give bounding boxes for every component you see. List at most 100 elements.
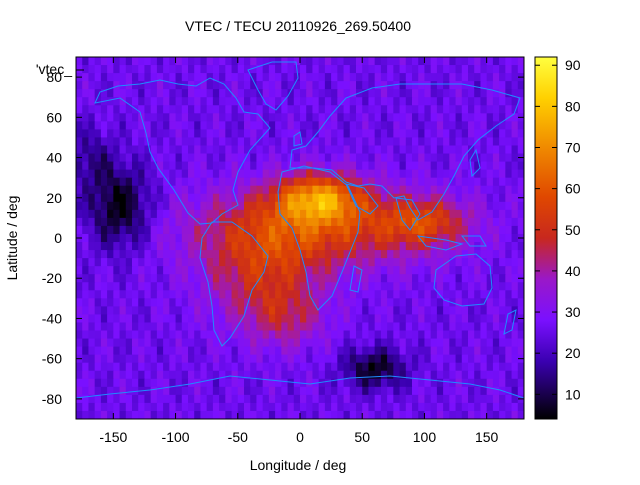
- heatmap-cell: [380, 105, 388, 114]
- heatmap-cell: [113, 394, 121, 404]
- heatmap-cell: [349, 137, 357, 147]
- heatmap-cell: [169, 161, 177, 171]
- heatmap-cell: [343, 225, 351, 235]
- colorbar-tick-label: 50: [565, 222, 581, 238]
- heatmap-cell: [424, 306, 432, 316]
- heatmap-cell: [387, 113, 394, 122]
- heatmap-cell: [125, 113, 133, 122]
- heatmap-cell: [461, 193, 469, 203]
- heatmap-cell: [380, 322, 388, 332]
- heatmap-cell: [387, 185, 394, 195]
- heatmap-cell: [138, 322, 146, 332]
- heatmap-cell: [505, 274, 513, 283]
- heatmap-cell: [436, 378, 444, 388]
- heatmap-cell: [144, 354, 152, 364]
- heatmap-cell: [281, 410, 289, 419]
- heatmap-cell: [119, 89, 127, 98]
- heatmap-cell: [181, 233, 189, 243]
- heatmap-cell: [449, 354, 457, 364]
- heatmap-cell: [318, 161, 326, 171]
- heatmap-cell: [88, 346, 96, 356]
- heatmap-cell: [480, 161, 488, 171]
- heatmap-cell: [374, 225, 382, 235]
- heatmap-cell: [380, 266, 388, 275]
- heatmap-cell: [499, 153, 506, 163]
- heatmap-cell: [169, 258, 177, 267]
- heatmap-cell: [505, 250, 513, 259]
- heatmap-cell: [343, 65, 351, 74]
- heatmap-cell: [281, 282, 289, 291]
- heatmap-cell: [138, 137, 146, 147]
- heatmap-cell: [492, 338, 500, 348]
- heatmap-cell: [349, 306, 357, 316]
- heatmap-cell: [374, 105, 382, 114]
- heatmap-cell: [424, 322, 432, 332]
- heatmap-cell: [132, 394, 139, 404]
- heatmap-cell: [237, 386, 245, 396]
- heatmap-cell: [188, 338, 195, 348]
- heatmap-cell: [268, 346, 276, 356]
- heatmap-cell: [418, 314, 426, 324]
- heatmap-cell: [337, 282, 345, 291]
- heatmap-cell: [499, 314, 506, 324]
- heatmap-cell: [275, 306, 282, 316]
- heatmap-cell: [219, 346, 226, 356]
- heatmap-cell: [399, 153, 407, 163]
- heatmap-cell: [144, 209, 152, 219]
- heatmap-cell: [119, 145, 127, 155]
- heatmap-cell: [200, 370, 208, 380]
- coastline-india: [395, 197, 421, 231]
- heatmap-cell: [181, 298, 189, 307]
- heatmap-cell: [231, 81, 239, 90]
- heatmap-cell: [393, 386, 401, 396]
- heatmap-cell: [76, 217, 83, 227]
- heatmap-cell: [499, 73, 506, 82]
- heatmap-cell: [480, 201, 488, 211]
- heatmap-cell: [393, 65, 401, 74]
- heatmap-cell: [100, 362, 108, 372]
- heatmap-cell: [331, 65, 338, 74]
- heatmap-cell: [331, 346, 338, 356]
- heatmap-cell: [100, 89, 108, 98]
- heatmap-cell: [163, 314, 170, 324]
- heatmap-cell: [225, 258, 233, 267]
- heatmap-cell: [480, 274, 488, 283]
- heatmap-cell: [94, 370, 102, 380]
- heatmap-cell: [368, 81, 376, 90]
- heatmap-cell: [275, 298, 282, 307]
- heatmap-cell: [511, 73, 519, 82]
- heatmap-cell: [480, 402, 488, 412]
- heatmap-cell: [144, 65, 152, 74]
- heatmap-cell: [262, 193, 270, 203]
- heatmap-cell: [100, 81, 108, 90]
- heatmap-cell: [505, 97, 513, 106]
- heatmap-cell: [374, 121, 382, 130]
- heatmap-cell: [362, 121, 370, 130]
- heatmap-cell: [492, 394, 500, 404]
- heatmap-cell: [492, 386, 500, 396]
- heatmap-cell: [219, 322, 226, 332]
- heatmap-cell: [256, 298, 264, 307]
- heatmap-cell: [474, 330, 482, 340]
- heatmap-cell: [94, 153, 102, 163]
- heatmap-cell: [436, 394, 444, 404]
- heatmap-cell: [517, 306, 524, 316]
- heatmap-cell: [163, 250, 170, 259]
- heatmap-cell: [138, 89, 146, 98]
- heatmap-cell: [468, 113, 475, 122]
- heatmap-cell: [343, 161, 351, 171]
- heatmap-cell: [212, 282, 220, 291]
- heatmap-cell: [156, 81, 164, 90]
- heatmap-cell: [212, 290, 220, 299]
- heatmap-cell: [374, 73, 382, 82]
- heatmap-cell: [188, 330, 195, 340]
- heatmap-cell: [163, 225, 170, 235]
- heatmap-cell: [293, 338, 301, 348]
- heatmap-cell: [424, 161, 432, 171]
- heatmap-cell: [461, 185, 469, 195]
- heatmap-cell: [492, 298, 500, 307]
- heatmap-cell: [517, 370, 524, 380]
- heatmap-cell: [188, 346, 195, 356]
- heatmap-cell: [486, 105, 494, 114]
- heatmap-cell: [268, 57, 276, 66]
